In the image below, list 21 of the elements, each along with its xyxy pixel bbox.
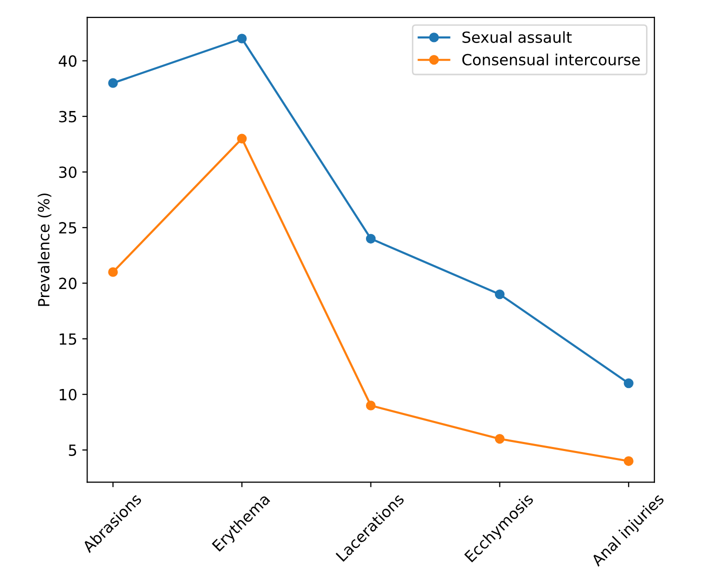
y-tick-label: 35 [59,110,76,122]
y-tick-label: 25 [59,222,76,234]
y-tick-label: 10 [60,388,76,400]
point [237,134,247,144]
point [494,434,505,444]
y-tick-label: 15 [60,333,76,345]
y-tick-label: 20 [59,278,76,290]
point [624,378,634,388]
point [237,34,247,44]
point [494,289,505,300]
point [108,78,118,88]
y-tick-label: 30 [59,166,76,178]
y-axis-title: Prevalence (%) [38,194,52,306]
point [366,400,376,410]
y-tick-label: 40 [58,55,76,67]
y-tick-label: 5 [68,444,76,456]
legend-label: Consensual intercourse [462,54,640,66]
legend-label: Sexual assault [462,31,572,44]
point [624,456,634,466]
point [108,267,118,277]
point [366,234,376,244]
